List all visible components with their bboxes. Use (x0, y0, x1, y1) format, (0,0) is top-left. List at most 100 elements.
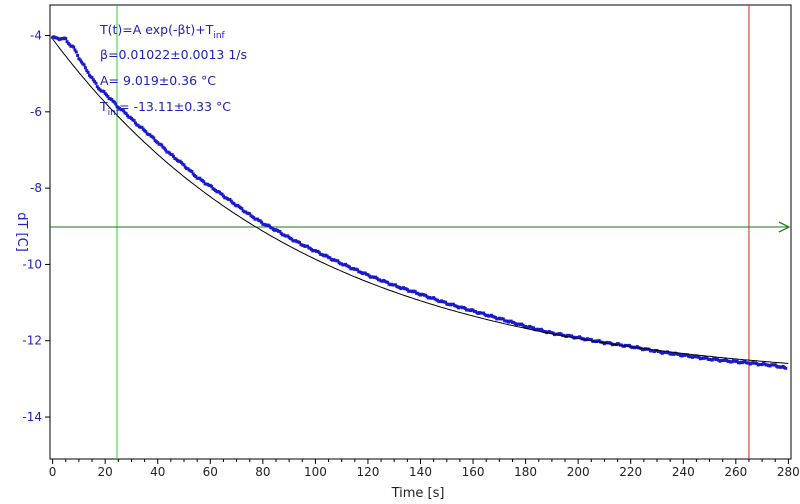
data-point (74, 50, 78, 54)
data-point (228, 197, 232, 201)
data-point (260, 220, 264, 224)
data-point (210, 184, 214, 188)
data-point (106, 94, 110, 98)
data-point (126, 114, 130, 118)
data-point (80, 60, 84, 64)
data-point (221, 194, 225, 198)
data-point (336, 259, 340, 263)
data-point (90, 76, 94, 80)
data-point (317, 251, 321, 255)
x-tick-label: 220 (619, 465, 642, 479)
data-point (348, 265, 352, 269)
data-point (102, 90, 106, 94)
y-tick-label: -4 (30, 29, 42, 43)
data-point (298, 241, 302, 245)
data-point (162, 146, 166, 150)
data-point (133, 121, 137, 125)
data-point (156, 141, 160, 145)
data-point (229, 199, 233, 203)
data-point (64, 37, 68, 41)
fit-amplitude-text: A= 9.019±0.36 °C (100, 73, 216, 88)
data-point (94, 81, 98, 85)
x-tick-label: 160 (462, 465, 485, 479)
data-point (232, 202, 236, 206)
data-point (93, 80, 97, 84)
y-axis-title: dT [C] (14, 212, 29, 252)
data-point (394, 283, 398, 287)
data-point (306, 244, 310, 248)
fit-curve (52, 38, 789, 364)
data-point (160, 143, 164, 147)
y-tick-label: -8 (30, 181, 42, 195)
data-point (217, 190, 221, 194)
data-point (355, 268, 359, 272)
x-tick-label: 280 (777, 465, 800, 479)
x-tick-label: 20 (98, 465, 113, 479)
data-point (443, 300, 447, 304)
data-point (424, 293, 428, 297)
data-point (531, 326, 535, 330)
x-tick-label: 140 (409, 465, 432, 479)
fit-model-text: T(t)=A exp(-βt)+Tinf (99, 22, 226, 41)
data-point (82, 63, 86, 67)
data-point (413, 290, 417, 294)
data-point (87, 73, 91, 77)
data-point (83, 66, 87, 70)
data-point (78, 58, 82, 62)
x-axis: 0 20 40 60 80 100 120 140 160 180 200 220 240 260 280 (49, 459, 800, 479)
y-axis: -4 -6 -8 -10 -12 -14 (22, 29, 50, 424)
data-point (463, 306, 467, 310)
data-point (386, 280, 390, 284)
data-point (104, 93, 108, 97)
data-point (191, 172, 195, 176)
data-point (286, 234, 290, 238)
data-series (51, 35, 788, 370)
data-point (194, 174, 198, 178)
x-axis-title: Time [s] (391, 486, 445, 501)
data-point (91, 78, 95, 82)
data-point (152, 136, 156, 140)
x-tick-label: 260 (724, 465, 747, 479)
data-point (170, 153, 174, 157)
data-point (140, 125, 144, 129)
x-tick-label: 80 (255, 465, 270, 479)
x-tick-label: 60 (203, 465, 218, 479)
arrow-right-icon[interactable] (778, 221, 791, 233)
data-point (132, 119, 136, 123)
fit-beta-text: β=0.01022±0.0013 1/s (100, 47, 247, 62)
data-point (784, 366, 788, 370)
data-point (114, 102, 118, 106)
x-tick-label: 40 (150, 465, 165, 479)
data-point (328, 256, 332, 260)
data-point (267, 224, 271, 228)
x-tick-label: 180 (514, 465, 537, 479)
data-point (240, 207, 244, 211)
data-point (182, 163, 186, 167)
data-point (172, 154, 175, 158)
data-point (179, 161, 183, 165)
data-point (290, 237, 294, 241)
x-tick-label: 100 (304, 465, 327, 479)
fit-tinf-text: Tinf= -13.11±0.33 °C (99, 99, 231, 118)
data-point (164, 148, 168, 152)
data-point (501, 317, 505, 321)
data-point (589, 338, 593, 342)
data-point (482, 311, 486, 315)
data-point (220, 192, 224, 196)
data-point (95, 85, 99, 89)
data-point (202, 180, 206, 184)
y-tick-label: -6 (30, 105, 42, 119)
data-point (85, 69, 89, 73)
data-point (112, 100, 116, 104)
data-point (252, 216, 256, 220)
y-tick-label: -12 (22, 334, 42, 348)
data-point (278, 230, 282, 234)
data-point (86, 70, 90, 74)
data-point (124, 112, 128, 116)
data-point (144, 130, 148, 134)
data-point (190, 170, 194, 174)
cursors[interactable] (50, 5, 791, 459)
data-point (72, 45, 76, 49)
data-point (110, 98, 114, 102)
